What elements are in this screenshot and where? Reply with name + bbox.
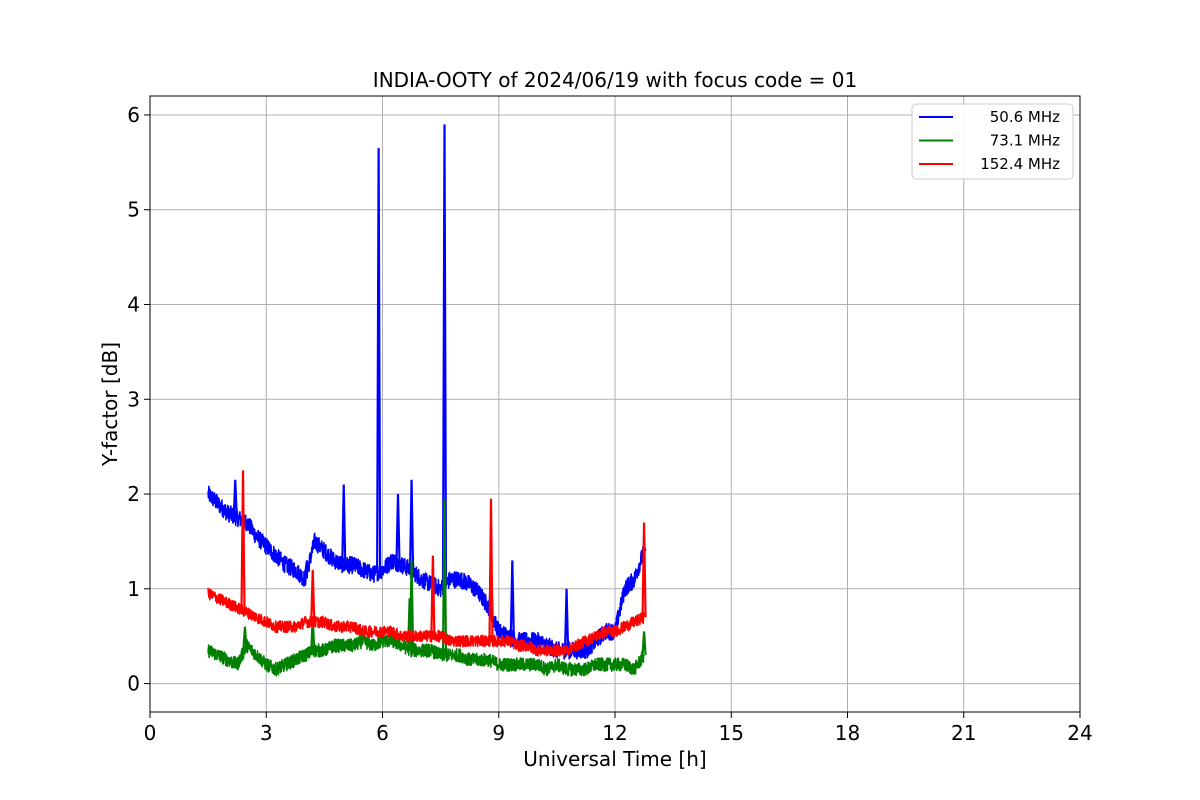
chart-title: INDIA-OOTY of 2024/06/19 with focus code… <box>373 68 857 92</box>
legend-label: 50.6 MHz <box>990 108 1060 126</box>
x-tick-label: 21 <box>951 721 976 745</box>
y-tick-label: 6 <box>127 103 140 127</box>
y-axis-label: Y-factor [dB] <box>98 342 122 467</box>
x-tick-label: 6 <box>376 721 389 745</box>
x-tick-label: 9 <box>492 721 505 745</box>
series-spike-1 <box>441 498 448 656</box>
y-tick-label: 1 <box>127 577 140 601</box>
x-tick-label: 24 <box>1067 721 1092 745</box>
y-tick-label: 3 <box>127 387 140 411</box>
series-layer <box>207 124 647 677</box>
series-line-2 <box>207 588 645 657</box>
series-spike-0 <box>304 560 310 572</box>
series-spike-1 <box>641 631 647 656</box>
x-tick-label: 3 <box>260 721 273 745</box>
x-tick-label: 0 <box>144 721 157 745</box>
x-axis-label: Universal Time [h] <box>523 747 706 771</box>
x-tick-label: 18 <box>835 721 860 745</box>
series-spike-2 <box>430 555 436 637</box>
legend-box <box>911 103 1074 180</box>
legend-label: 73.1 MHz <box>990 132 1060 150</box>
series-spike-2 <box>488 498 494 641</box>
y-tick-label: 5 <box>127 198 140 222</box>
series-spike-0 <box>376 148 382 572</box>
series-spike-2 <box>240 470 246 611</box>
grid <box>149 96 1081 712</box>
series-spike-0 <box>341 484 347 566</box>
y-tick-label: 2 <box>127 482 140 506</box>
series-spike-0 <box>563 588 570 651</box>
series-spike-0 <box>408 479 415 570</box>
y-tick-label: 0 <box>127 672 140 696</box>
series-spike-1 <box>242 626 248 650</box>
x-tick-label: 12 <box>602 721 627 745</box>
y-tick-label: 4 <box>127 292 140 316</box>
x-tick-label: 15 <box>719 721 744 745</box>
series-spike-2 <box>641 522 647 618</box>
legend: 50.6 MHz 73.1 MHz 152.4 MHz <box>911 103 1074 180</box>
series-spike-0 <box>509 560 515 639</box>
series-spike-1 <box>408 560 415 651</box>
legend-label: 152.4 MHz <box>980 155 1060 173</box>
series-line-0 <box>207 485 645 660</box>
series-line-1 <box>207 633 645 677</box>
series-spike-2 <box>310 569 316 623</box>
series-spike-0 <box>395 494 401 564</box>
series-spike-0 <box>441 124 448 586</box>
series-spike-0 <box>232 479 238 517</box>
